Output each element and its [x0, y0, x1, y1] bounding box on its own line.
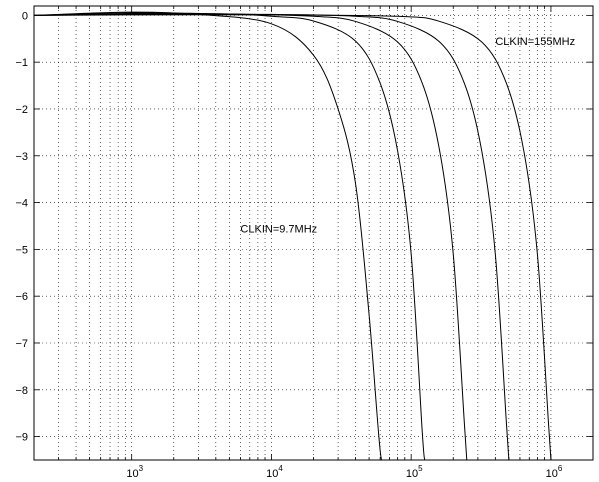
series-line-3	[34, 13, 468, 460]
y-tick-label: −1	[15, 57, 28, 69]
plot-background	[34, 6, 593, 460]
axis-ticks	[33, 6, 594, 460]
x-tick-label: 105	[406, 464, 423, 480]
y-tick-label: −8	[15, 385, 28, 397]
y-tick-label: −7	[15, 338, 28, 350]
y-tick-label: −2	[15, 104, 28, 116]
y-tick-label: −4	[15, 198, 28, 210]
series-line-4	[34, 13, 510, 460]
y-tick-label: −9	[15, 432, 28, 444]
series-line-5	[34, 14, 552, 460]
x-tick-label: 104	[266, 464, 283, 480]
y-tick-label: −5	[15, 244, 28, 256]
y-tick-label: −6	[15, 291, 28, 303]
x-axis-tick-labels: 103 104 105 106	[126, 464, 562, 480]
y-tick-label: 0	[22, 10, 28, 22]
y-tick-label: −3	[15, 151, 28, 163]
data-series	[34, 11, 552, 460]
x-tick-label: 106	[546, 464, 563, 480]
annotation-clkin-155mhz: CLKIN=155MHz	[495, 36, 575, 48]
series-line-1	[34, 11, 386, 460]
x-tick-label: 103	[126, 464, 143, 480]
annotation-clkin-9-7mhz: CLKIN=9.7MHz	[240, 223, 317, 235]
annotations: CLKIN=155MHz CLKIN=9.7MHz	[240, 36, 575, 235]
y-axis-tick-labels: 0 −1 −2 −3 −4 −5 −6 −7 −8 −9	[15, 10, 28, 443]
